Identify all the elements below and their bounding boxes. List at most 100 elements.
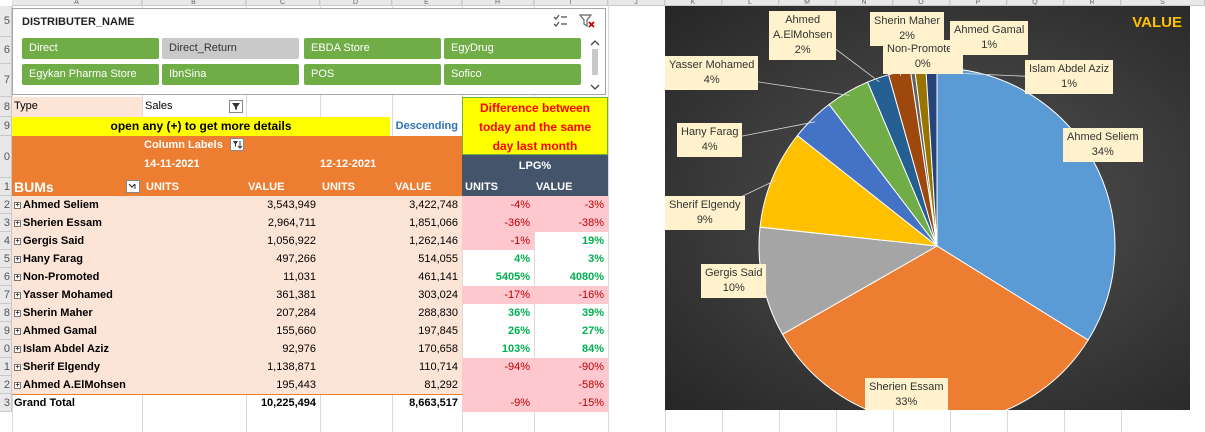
grand-total-label[interactable]: Grand Total — [12, 394, 144, 412]
units-cell-1[interactable] — [144, 340, 246, 358]
row-header[interactable]: 9 — [0, 322, 12, 340]
row-header[interactable]: 6 — [0, 268, 12, 286]
value-cell-1[interactable]: 11,031 — [246, 268, 320, 286]
units-cell-2[interactable] — [320, 322, 392, 340]
units-cell-1[interactable] — [144, 358, 246, 376]
value-cell-1[interactable]: 10,225,494 — [260, 397, 316, 409]
lpg-value-cell[interactable]: 19% — [581, 235, 604, 247]
units-cell-2[interactable] — [320, 358, 392, 376]
units-cell-2[interactable] — [320, 394, 392, 412]
row-header[interactable]: 6 — [0, 37, 12, 64]
value-cell-1[interactable]: 207,284 — [246, 304, 320, 322]
expand-icon[interactable]: + — [14, 238, 21, 245]
value-cell-2[interactable]: 1,851,066 — [392, 214, 462, 232]
slicer-item[interactable]: POS — [304, 64, 441, 85]
bum-name[interactable]: + Islam Abdel Aziz — [12, 340, 144, 358]
bums-filter-icon[interactable] — [126, 180, 140, 193]
expand-icon[interactable]: + — [14, 310, 21, 317]
pie-data-label[interactable]: Sherien Essam 33% — [865, 378, 948, 410]
value-cell-2[interactable]: 3,422,748 — [392, 196, 462, 214]
units-cell-1[interactable] — [144, 286, 246, 304]
units-cell-1[interactable] — [144, 304, 246, 322]
row-header[interactable]: 3 — [0, 214, 12, 232]
lpg-units-cell[interactable]: -17% — [462, 286, 534, 304]
bum-name[interactable]: + Non-Promoted — [12, 268, 144, 286]
bum-name[interactable]: + Sherin Maher — [12, 304, 144, 322]
value-cell-2[interactable]: 288,830 — [392, 304, 462, 322]
value-cell-1[interactable]: 3,543,949 — [246, 196, 320, 214]
value-cell-1[interactable]: 1,056,922 — [246, 232, 320, 250]
units-cell-1[interactable] — [144, 214, 246, 232]
column-header[interactable]: P — [950, 0, 1007, 6]
row-header[interactable]: 2 — [0, 376, 12, 394]
value-cell-2[interactable]: 110,714 — [392, 358, 462, 376]
column-header[interactable]: J — [608, 0, 665, 6]
slicer-scrollbar[interactable] — [589, 39, 601, 91]
bum-name[interactable]: + Ahmed Seliem — [12, 196, 144, 214]
pie-data-label[interactable]: Islam Abdel Aziz 1% — [1025, 60, 1114, 94]
bum-name[interactable]: + Sherien Essam — [12, 214, 144, 232]
row-header[interactable]: 9 — [0, 117, 12, 136]
lpg-value-cell[interactable]: 84% — [581, 343, 604, 355]
value-cell-1[interactable]: 361,381 — [246, 286, 320, 304]
column-header[interactable]: H — [462, 0, 534, 6]
value-cell-2[interactable]: 8,663,517 — [409, 397, 458, 409]
bum-name[interactable]: + Sherif Elgendy — [12, 358, 144, 376]
lpg-value-cell[interactable]: -58% — [534, 376, 608, 394]
value-cell-1[interactable]: 155,660 — [246, 322, 320, 340]
distributer-slicer[interactable]: DISTRIBUTER_NAME Direct Direct_Return EBDA… — [12, 8, 606, 95]
value-cell-2[interactable]: 170,658 — [392, 340, 462, 358]
lpg-value-cell[interactable]: 27% — [581, 325, 604, 337]
units-cell-2[interactable] — [320, 286, 392, 304]
row-header[interactable]: 0 — [0, 136, 12, 178]
units-cell-1[interactable] — [144, 232, 246, 250]
expand-icon[interactable]: + — [14, 274, 21, 281]
lpg-value-cell[interactable]: -15% — [534, 394, 608, 412]
value-cell-2[interactable]: 303,024 — [392, 286, 462, 304]
slicer-item[interactable]: EgyDrug — [444, 38, 581, 59]
slicer-item[interactable]: Direct_Return — [162, 38, 299, 59]
slicer-item[interactable]: EBDA Store — [304, 38, 441, 59]
pie-data-label[interactable]: Non-Promoted 0% — [883, 40, 963, 74]
column-header[interactable]: A — [12, 0, 142, 6]
units-cell-1[interactable] — [144, 376, 246, 394]
bum-name[interactable]: + Ahmed Gamal — [12, 322, 144, 340]
pie-data-label[interactable]: Ahmed Seliem 34% — [1063, 128, 1143, 162]
column-header[interactable]: N — [836, 0, 893, 6]
column-header[interactable]: C — [246, 0, 320, 6]
column-header[interactable]: L — [722, 0, 779, 6]
lpg-units-cell[interactable]: -94% — [462, 358, 534, 376]
units-cell-1[interactable] — [144, 268, 246, 286]
multi-select-icon[interactable] — [552, 13, 568, 29]
column-header[interactable]: I — [534, 0, 608, 6]
column-labels-sort-icon[interactable] — [230, 138, 244, 151]
row-header[interactable]: 3 — [0, 394, 12, 412]
lpg-units-cell[interactable]: 36% — [507, 307, 530, 319]
lpg-units-cell[interactable]: 5405% — [495, 271, 530, 283]
expand-icon[interactable]: + — [14, 220, 21, 227]
units-cell-2[interactable] — [320, 376, 392, 394]
expand-icon[interactable]: + — [14, 202, 21, 209]
column-header[interactable]: M — [779, 0, 836, 6]
value-cell-1[interactable]: 195,443 — [246, 376, 320, 394]
value-cell-1[interactable]: 1,138,871 — [246, 358, 320, 376]
pie-data-label[interactable]: Gergis Said 10% — [701, 264, 767, 298]
units-cell-2[interactable] — [320, 250, 392, 268]
clear-filter-icon[interactable] — [579, 13, 595, 29]
row-header[interactable]: 2 — [0, 196, 12, 214]
row-header[interactable]: 5 — [0, 250, 12, 268]
value-cell-1[interactable]: 92,976 — [246, 340, 320, 358]
column-header[interactable]: D — [320, 0, 392, 6]
units-cell-1[interactable] — [144, 196, 246, 214]
lpg-units-cell[interactable]: -36% — [462, 214, 534, 232]
pie-data-label[interactable]: Hany Farag 4% — [677, 123, 743, 157]
slicer-item[interactable]: Egykan Pharma Store — [22, 64, 159, 85]
sales-filter-icon[interactable] — [229, 100, 243, 113]
value-cell-2[interactable]: 1,262,146 — [392, 232, 462, 250]
bum-name[interactable]: + Yasser Mohamed — [12, 286, 144, 304]
bum-name[interactable]: + Gergis Said — [12, 232, 144, 250]
row-header[interactable]: 7 — [0, 286, 12, 304]
lpg-value-cell[interactable]: -38% — [534, 214, 608, 232]
value-cell-2[interactable]: 197,845 — [392, 322, 462, 340]
